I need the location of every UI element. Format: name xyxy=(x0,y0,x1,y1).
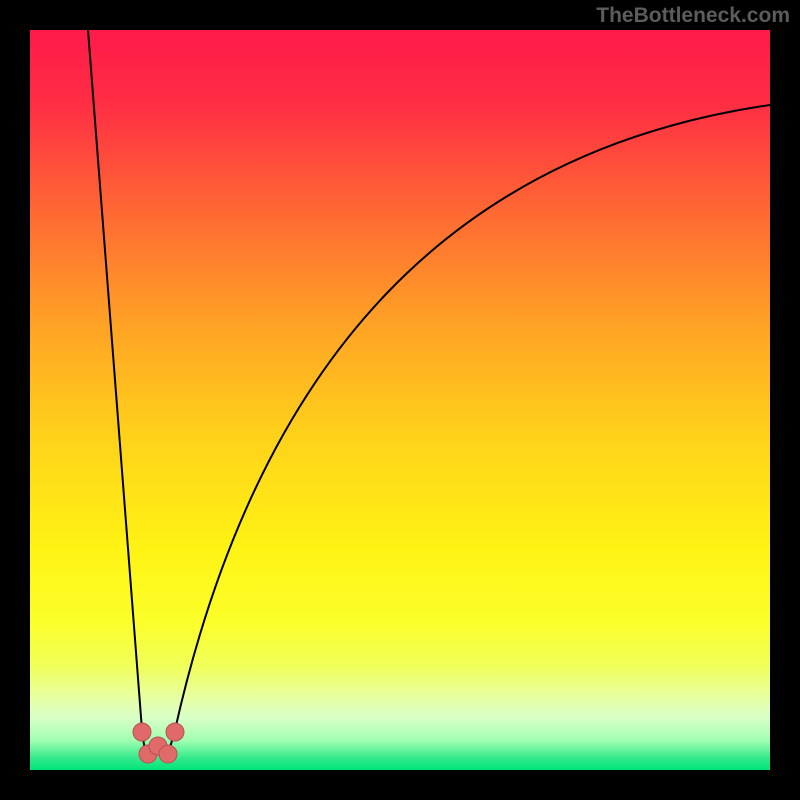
dip-marker xyxy=(159,745,177,763)
watermark-text: TheBottleneck.com xyxy=(596,4,790,28)
chart-frame: TheBottleneck.com xyxy=(0,0,800,800)
plot-area xyxy=(30,30,770,770)
dip-marker xyxy=(166,723,184,741)
dip-marker xyxy=(133,723,151,741)
bottleneck-curve xyxy=(30,30,770,770)
